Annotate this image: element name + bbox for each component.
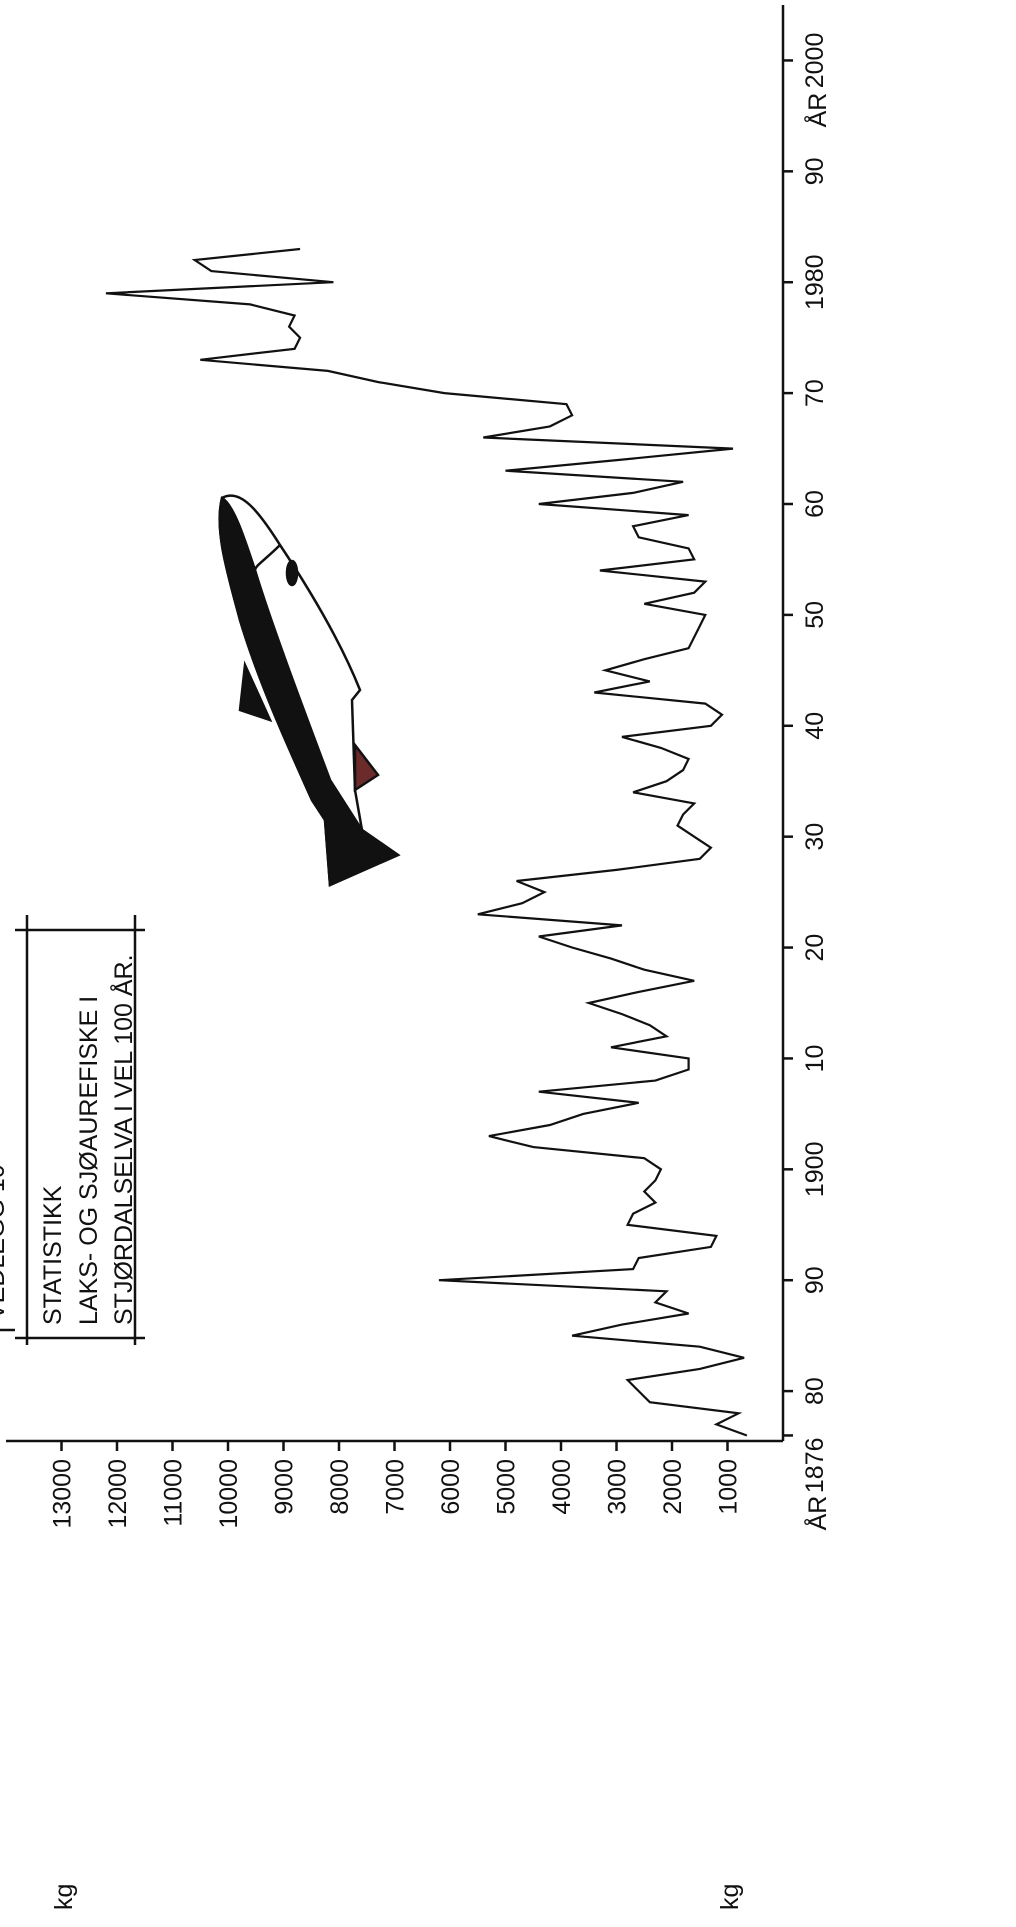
x-axis-label: ÅR: [802, 93, 832, 128]
x-tick-label: 30: [801, 823, 829, 851]
rotated-chart: VEDLEGG 10 STATISTIKK LAKS- OG SJØAUREFI…: [0, 5, 832, 1910]
x-tick-label: 2000: [801, 33, 829, 89]
title-line: STJØRDALSELVA I VEL 100 ÅR.: [108, 954, 138, 1325]
y-axis-label: kg: [716, 1884, 744, 1910]
y-tick-label: 12000: [104, 1459, 132, 1529]
x-tick-label: 40: [801, 712, 829, 740]
y-tick-label: 4000: [548, 1459, 576, 1515]
title-box: STATISTIKK LAKS- OG SJØAUREFISKE I STJØR…: [15, 915, 145, 1345]
y-tick-label: 3000: [604, 1459, 632, 1515]
page: VEDLEGG 10 STATISTIKK LAKS- OG SJØAUREFI…: [0, 0, 1016, 1927]
title-line: STATISTIKK: [39, 1185, 67, 1325]
x-tick-label: 70: [801, 379, 829, 407]
y-axis-label: kg: [50, 1884, 78, 1910]
x-tick-label: 1876: [801, 1437, 829, 1493]
fish-illustration: [220, 496, 398, 885]
x-tick-label: 1900: [801, 1142, 829, 1198]
x-tick-label: 60: [801, 490, 829, 518]
y-tick-label: 7000: [382, 1459, 410, 1515]
x-tick-label: 90: [801, 1266, 829, 1294]
x-tick-label: 20: [801, 934, 829, 962]
y-tick-label: 8000: [326, 1459, 354, 1515]
x-tick-label: 50: [801, 601, 829, 629]
header: VEDLEGG 10: [0, 1164, 10, 1320]
y-tick-label: 6000: [437, 1459, 465, 1515]
y-tick-label: 5000: [493, 1459, 521, 1515]
x-axis-label: ÅR: [802, 1496, 832, 1531]
y-tick-label: 11000: [160, 1459, 188, 1527]
x-tick-label: 90: [801, 157, 829, 185]
title-line: LAKS- OG SJØAUREFISKE I: [75, 996, 103, 1325]
chart: VEDLEGG 10 STATISTIKK LAKS- OG SJØAUREFI…: [0, 0, 1016, 1927]
y-tick-label: 1000: [715, 1459, 743, 1515]
x-tick-label: 10: [801, 1045, 829, 1073]
y-tick-label: 13000: [49, 1459, 77, 1529]
y-tick-label: 9000: [271, 1459, 299, 1515]
x-tick-label: 80: [801, 1377, 829, 1405]
data-line: [106, 249, 747, 1436]
y-tick-label: 10000: [215, 1459, 243, 1529]
y-tick-label: 2000: [659, 1459, 687, 1515]
x-tick-label: 1980: [801, 254, 829, 310]
